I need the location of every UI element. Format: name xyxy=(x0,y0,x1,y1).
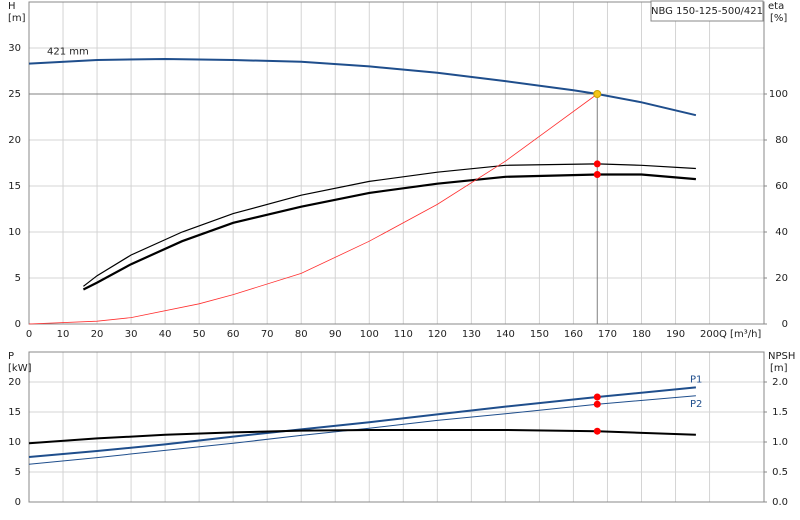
y-tick-label: 20 xyxy=(8,135,21,146)
y2-tick-label: 0 xyxy=(782,319,788,330)
y-tick-label: 5 xyxy=(15,467,21,478)
operating-point xyxy=(593,393,601,401)
x-tick-label: 160 xyxy=(564,329,583,340)
y2-tick-label: 2.0 xyxy=(772,377,788,388)
x-axis-label: Q [m³/h] xyxy=(719,329,761,340)
curve xyxy=(83,163,696,287)
curve xyxy=(28,386,696,458)
x-tick-label: 130 xyxy=(462,329,481,340)
x-tick-label: 10 xyxy=(57,329,70,340)
x-tick-label: 100 xyxy=(360,329,379,340)
y-tick-label: 10 xyxy=(8,437,21,448)
y2-tick-label: 0.5 xyxy=(772,467,788,478)
chart-title: NBG 150-125-500/421 xyxy=(651,6,763,17)
x-tick-label: 70 xyxy=(261,329,274,340)
curve xyxy=(28,395,696,465)
y-tick-label: 5 xyxy=(15,273,21,284)
y2-tick-label: 20 xyxy=(775,273,788,284)
y2-axis-unit: [%] xyxy=(770,13,787,24)
y-tick-label: 30 xyxy=(8,43,21,54)
plot-frame xyxy=(28,1,765,325)
y2-tick-label: 80 xyxy=(775,135,788,146)
operating-point xyxy=(593,90,602,98)
x-tick-label: 140 xyxy=(496,329,515,340)
x-tick-label: 80 xyxy=(295,329,308,340)
y2-axis-label: eta xyxy=(768,1,784,12)
y-tick-label: 20 xyxy=(8,377,21,388)
y-axis-unit: [kW] xyxy=(8,363,32,374)
y2-tick-label: 100 xyxy=(769,89,788,100)
curve xyxy=(28,429,696,445)
title-box xyxy=(650,0,764,22)
y-tick-label: 15 xyxy=(8,407,21,418)
y2-tick-label: 0.0 xyxy=(772,497,788,508)
operating-point xyxy=(593,171,601,178)
x-tick-label: 190 xyxy=(666,329,685,340)
y2-axis-unit: [m] xyxy=(770,363,788,374)
y-tick-label: 0 xyxy=(15,319,21,330)
operating-point xyxy=(593,427,601,435)
curve-annotation: 421 mm xyxy=(47,47,89,58)
y-tick-label: 0 xyxy=(15,497,21,508)
y2-tick-label: 1.5 xyxy=(772,407,788,418)
y-tick-label: 15 xyxy=(8,181,21,192)
x-tick-label: 170 xyxy=(598,329,617,340)
y-axis-unit: [m] xyxy=(8,13,26,24)
x-tick-label: 40 xyxy=(159,329,172,340)
y-tick-label: 25 xyxy=(8,89,21,100)
plot-frame xyxy=(28,351,765,503)
x-tick-label: 30 xyxy=(125,329,138,340)
operating-point xyxy=(593,400,601,408)
x-tick-label: 110 xyxy=(394,329,413,340)
operating-point xyxy=(593,160,601,168)
y-axis-label: P xyxy=(8,351,14,362)
y-axis-label: H xyxy=(8,1,16,12)
x-tick-label: 50 xyxy=(193,329,206,340)
x-tick-label: 20 xyxy=(91,329,104,340)
x-tick-label: 120 xyxy=(428,329,447,340)
x-tick-label: 200 xyxy=(700,329,719,340)
y-tick-label: 10 xyxy=(8,227,21,238)
curve xyxy=(82,173,696,291)
y2-tick-label: 1.0 xyxy=(772,437,788,448)
x-tick-label: 0 xyxy=(26,329,32,340)
x-tick-label: 60 xyxy=(227,329,240,340)
y2-tick-label: 60 xyxy=(775,181,788,192)
series-label: P1 xyxy=(690,374,702,385)
x-tick-label: 180 xyxy=(632,329,651,340)
y2-axis-label: NPSH xyxy=(768,351,795,362)
series-label: P2 xyxy=(690,399,702,410)
curve xyxy=(28,57,697,117)
x-tick-label: 150 xyxy=(530,329,549,340)
x-tick-label: 90 xyxy=(329,329,342,340)
y2-tick-label: 40 xyxy=(775,227,788,238)
curve xyxy=(28,93,598,325)
